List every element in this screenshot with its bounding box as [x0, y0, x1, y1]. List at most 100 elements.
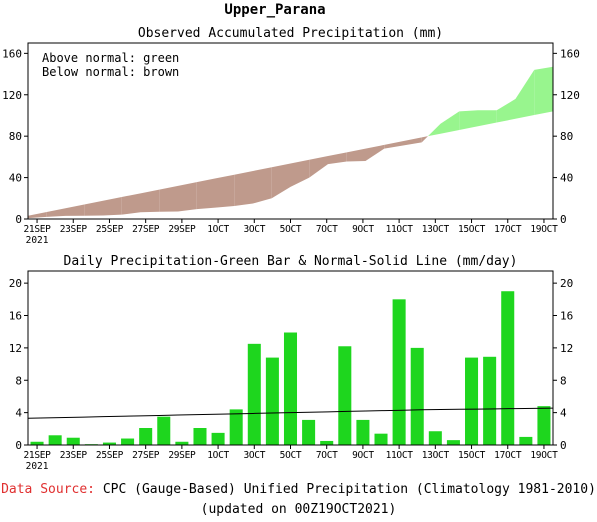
below-normal-area [196, 178, 216, 210]
x-tick-label: 29SEP [168, 450, 196, 461]
x-tick-label: 7OCT [316, 450, 338, 461]
normal-line [27, 407, 554, 419]
above-normal-area [459, 110, 478, 130]
x-tick-label: 17OCT [494, 450, 522, 461]
x-tick-label: 9OCT [352, 450, 374, 461]
below-normal-area [290, 159, 310, 187]
below-normal-area [46, 208, 66, 217]
x-tick-label: 1OCT [207, 450, 229, 461]
below-normal-area [365, 144, 385, 162]
daily-precip-bar [501, 291, 515, 445]
x-tick-label: 23SEP [60, 450, 88, 461]
legend-above-normal: Above normal: green [42, 51, 179, 65]
daily-precip-bar [537, 406, 551, 445]
x-tick-year: 2021 [26, 461, 49, 472]
daily-precip-bar [211, 432, 225, 445]
y-tick-label-left: 20 [9, 277, 22, 290]
y-tick-label-left: 160 [2, 47, 22, 60]
x-tick-label: 21SEP [23, 450, 51, 461]
y-tick-label-left: 0 [15, 439, 22, 452]
daily-precip-bar [193, 428, 207, 445]
below-normal-area [253, 167, 272, 204]
daily-precip-bar [265, 357, 279, 445]
y-tick-label-right: 8 [560, 374, 567, 387]
x-tick-label: 19OCT [530, 224, 558, 235]
daily-precip-bar [157, 416, 171, 445]
x-tick-label: 13OCT [422, 224, 450, 235]
daily-precip-bar [175, 441, 189, 445]
y-tick-label-left: 120 [2, 89, 22, 102]
updated-timestamp: (updated on 00Z19OCT2021) [200, 502, 397, 517]
x-tick-label: 7OCT [316, 224, 338, 235]
daily-precip-bar [283, 332, 298, 445]
x-tick-label: 13OCT [422, 450, 450, 461]
above-normal-area [440, 111, 460, 134]
chart-title: Daily Precipitation-Green Bar & Normal-S… [64, 254, 518, 269]
x-tick-label: 29SEP [168, 224, 196, 235]
daily-precip-chart: Daily Precipitation-Green Bar & Normal-S… [9, 254, 574, 472]
x-tick-label: 15OCT [458, 224, 486, 235]
y-tick-label-right: 12 [560, 342, 573, 355]
x-tick-label: 11OCT [386, 224, 414, 235]
daily-precip-bar [121, 438, 135, 445]
below-normal-area [28, 211, 47, 219]
y-tick-label-right: 0 [560, 439, 567, 452]
daily-precip-bar [410, 347, 424, 445]
below-normal-area [84, 200, 103, 216]
daily-precip-bar [66, 437, 80, 445]
daily-precip-bar [465, 357, 479, 445]
below-normal-area [121, 193, 141, 215]
x-tick-year: 2021 [26, 235, 49, 246]
x-tick-label: 9OCT [352, 224, 374, 235]
y-tick-label-left: 16 [9, 310, 22, 323]
daily-precip-bar [302, 419, 316, 445]
below-normal-area [421, 136, 428, 143]
below-normal-area [328, 152, 347, 165]
x-tick-label: 5OCT [280, 450, 302, 461]
x-tick-label: 27SEP [132, 224, 160, 235]
below-normal-area [384, 141, 403, 149]
y-tick-label-right: 20 [560, 277, 573, 290]
daily-precip-bar [519, 436, 533, 445]
above-normal-area [496, 98, 516, 123]
x-tick-label: 25SEP [96, 224, 124, 235]
below-normal-area [234, 170, 253, 207]
y-tick-label-left: 40 [9, 172, 22, 185]
daily-precip-bar [428, 431, 442, 445]
x-tick-label: 23SEP [60, 224, 88, 235]
daily-precip-bar [102, 442, 116, 445]
below-normal-area [309, 156, 328, 178]
below-normal-area [65, 204, 85, 216]
y-tick-label-right: 16 [560, 310, 573, 323]
below-normal-area [403, 137, 422, 146]
y-tick-label-right: 120 [560, 89, 580, 102]
daily-precip-bar [229, 409, 243, 445]
y-tick-label-right: 160 [560, 47, 580, 60]
x-tick-label: 11OCT [386, 450, 414, 461]
daily-precip-bar [320, 440, 334, 445]
below-normal-area [103, 197, 122, 216]
below-normal-area [140, 189, 160, 213]
above-normal-area [534, 66, 553, 116]
x-tick-label: 19OCT [530, 450, 558, 461]
x-tick-label: 3OCT [243, 224, 265, 235]
daily-precip-bar [374, 433, 388, 445]
daily-precip-bar [30, 441, 44, 445]
below-normal-area [346, 148, 366, 162]
above-normal-area [478, 110, 497, 127]
x-tick-label: 21SEP [23, 224, 51, 235]
daily-precip-bar [139, 428, 153, 445]
below-normal-area [215, 174, 235, 208]
x-tick-label: 17OCT [494, 224, 522, 235]
accumulated-precip-chart: Observed Accumulated Precipitation (mm) 0… [2, 26, 580, 246]
y-tick-label-right: 80 [560, 130, 573, 143]
below-normal-area [271, 163, 291, 199]
y-tick-label-left: 4 [15, 407, 22, 420]
data-source-line: Data Source: CPC (Gauge-Based) Unified P… [0, 482, 597, 497]
chart-title: Observed Accumulated Precipitation (mm) [138, 26, 443, 41]
y-tick-label-right: 0 [560, 213, 567, 226]
x-tick-label: 27SEP [132, 450, 160, 461]
x-tick-label: 5OCT [280, 224, 302, 235]
